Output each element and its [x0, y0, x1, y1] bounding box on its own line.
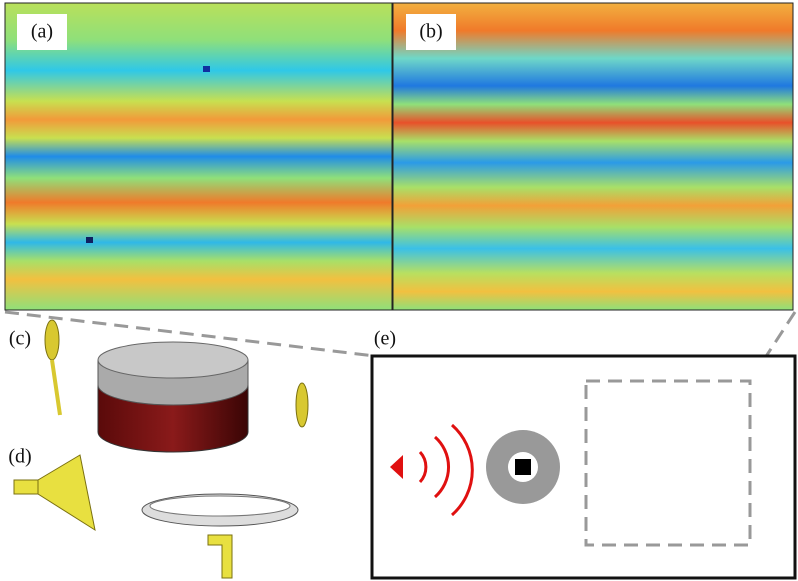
pixel [203, 66, 210, 72]
panel-label: (c) [9, 328, 31, 350]
label-box [17, 14, 67, 50]
heatmap [4, 2, 393, 311]
pixel [86, 237, 93, 243]
panel-d [13, 454, 299, 579]
heatmap [392, 2, 794, 311]
panel-label: (d) [8, 446, 31, 468]
panel-label: (e) [374, 328, 396, 350]
panel-a: (a) [4, 2, 393, 311]
panel-c [44, 319, 309, 453]
panel-label: (b) [419, 21, 442, 43]
panel-label: (a) [31, 21, 53, 43]
label-box [406, 14, 456, 50]
panel-b: (b) [392, 2, 794, 311]
panel-e [370, 354, 797, 580]
